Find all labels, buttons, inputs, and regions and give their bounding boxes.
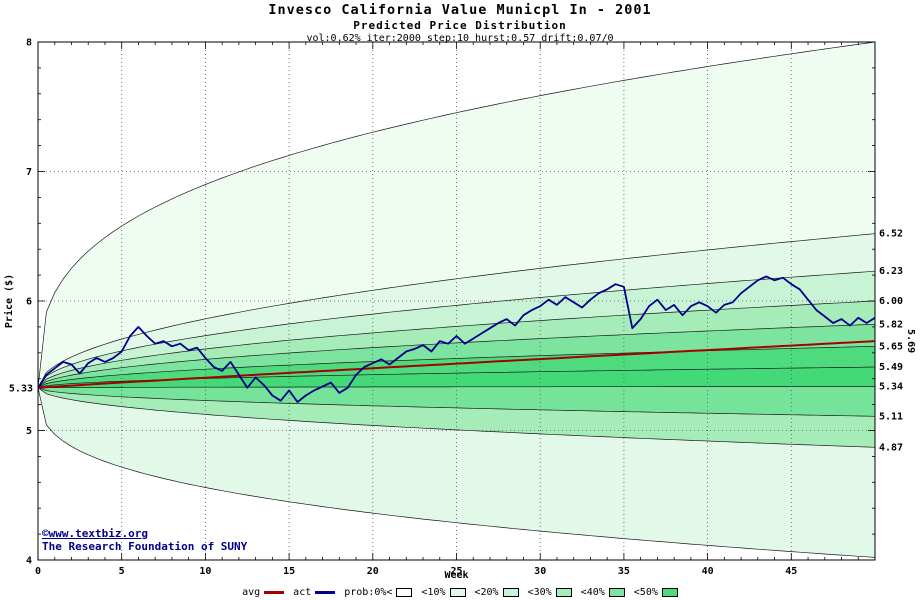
- avg-end-price-label: 5.69: [905, 329, 916, 353]
- probability-band: [38, 271, 875, 388]
- svg-text:7: 7: [26, 167, 32, 178]
- probability-band: [38, 387, 875, 448]
- y-axis-title: Price ($): [3, 274, 15, 328]
- svg-text:5: 5: [26, 426, 32, 437]
- svg-text:4.87: 4.87: [879, 442, 903, 453]
- probability-band: [38, 233, 875, 388]
- legend-box-swatch: [502, 588, 519, 597]
- probability-band: [38, 386, 875, 417]
- svg-text:4: 4: [26, 556, 32, 567]
- svg-text:20: 20: [367, 566, 379, 577]
- legend-box-swatch: [449, 588, 466, 597]
- svg-text:30: 30: [534, 566, 546, 577]
- fan-bands: [38, 42, 875, 558]
- y-tick-labels: 4 5 6 7 8: [26, 38, 32, 567]
- x-axis-title: Week: [444, 570, 468, 581]
- svg-text:45: 45: [785, 566, 797, 577]
- x-tick-labels: 0 5 10 15 20 25 30 35 40 45: [35, 566, 797, 577]
- legend-label: avg: [242, 587, 261, 598]
- legend-label: <20%: [474, 587, 499, 598]
- legend-item: <40%: [581, 587, 625, 598]
- svg-text:5.34: 5.34: [879, 381, 903, 392]
- legend-box-swatch: [396, 588, 413, 597]
- legend-box-swatch: [555, 588, 572, 597]
- actual-price-line: [37, 275, 876, 403]
- svg-text:0: 0: [35, 566, 41, 577]
- legend-item: prob:0%<: [344, 587, 413, 598]
- legend-item: <10%: [421, 587, 466, 598]
- svg-text:5.82: 5.82: [879, 319, 903, 330]
- probability-band: [38, 367, 875, 388]
- legend-label: <50%: [633, 587, 658, 598]
- avg-price-line: [37, 340, 876, 389]
- svg-text:5.11: 5.11: [879, 411, 903, 422]
- legend-line-swatch: [315, 591, 336, 594]
- svg-text:5: 5: [119, 566, 125, 577]
- legend-label: <10%: [421, 587, 446, 598]
- band-end-labels: 6.52 6.23 6.00 5.82 5.65 5.49 5.34 5.11 4.87: [879, 229, 903, 454]
- svg-text:6.52: 6.52: [879, 229, 903, 240]
- svg-text:10: 10: [199, 566, 211, 577]
- axis-ticks: [37, 41, 876, 561]
- probability-band: [38, 387, 875, 558]
- legend-line-swatch: [264, 591, 285, 594]
- svg-text:35: 35: [618, 566, 630, 577]
- legend-item: <50%: [634, 587, 678, 598]
- legend-label: prob:0%<: [344, 587, 393, 598]
- svg-text:15: 15: [283, 566, 295, 577]
- svg-text:40: 40: [702, 566, 714, 577]
- probability-band: [38, 301, 875, 388]
- chart-legend: avg act prob:0%< <10% <20% <30% <40% <50%: [0, 587, 920, 598]
- probability-band: [38, 346, 875, 388]
- svg-text:8: 8: [26, 38, 32, 49]
- legend-item: act: [293, 587, 336, 598]
- svg-text:6: 6: [26, 297, 32, 308]
- legend-item: <20%: [475, 587, 519, 598]
- legend-item: avg: [242, 587, 285, 598]
- watermark-site-link[interactable]: ©www.textbiz.org: [42, 527, 148, 540]
- start-price-label: 5.33: [9, 383, 33, 394]
- legend-box-swatch: [608, 588, 625, 597]
- watermark-org: The Research Foundation of SUNY: [42, 540, 248, 553]
- legend-item: <30%: [528, 587, 572, 598]
- legend-label: <30%: [527, 587, 552, 598]
- watermark: ©www.textbiz.org The Research Foundation…: [42, 527, 247, 553]
- legend-label: <40%: [580, 587, 605, 598]
- svg-text:6.23: 6.23: [879, 266, 903, 277]
- probability-band: [38, 324, 875, 388]
- svg-text:25: 25: [450, 566, 462, 577]
- legend-box-swatch: [661, 588, 678, 597]
- svg-text:5.65: 5.65: [879, 341, 903, 352]
- svg-text:5.49: 5.49: [879, 362, 903, 373]
- svg-text:6.00: 6.00: [879, 296, 903, 307]
- legend-label: act: [293, 587, 312, 598]
